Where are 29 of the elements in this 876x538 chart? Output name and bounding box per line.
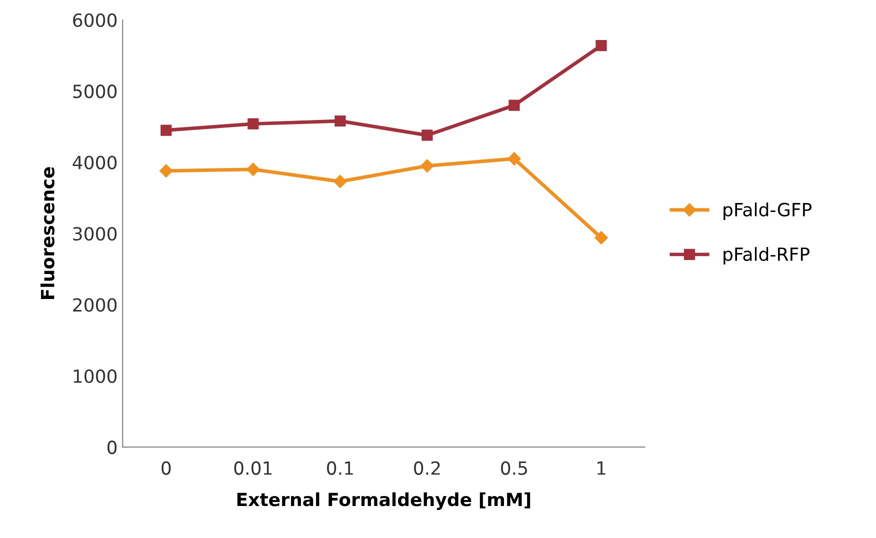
x-axis-title: External Formaldehyde [mM] [237, 492, 530, 510]
point [508, 100, 520, 111]
x-tick-label: 1 [597, 462, 606, 475]
x-tick-label: 0.01 [234, 461, 272, 475]
x-tick-label: 0.2 [414, 461, 440, 475]
point [160, 124, 172, 136]
legend-label: pFald-RFP [724, 247, 810, 265]
y-tick-label: 0 [107, 440, 117, 454]
y-tick-label: 4000 [72, 156, 117, 170]
point [246, 162, 260, 176]
point [248, 118, 259, 130]
y-tick-label: 2000 [73, 298, 117, 312]
y-axis-title: Fluorescence [40, 167, 54, 300]
point [334, 115, 346, 127]
point [422, 130, 433, 141]
point [334, 174, 347, 188]
x-tick-label: 0.1 [327, 461, 353, 475]
x-tick-label: 0.5 [501, 461, 527, 475]
y-tick-label: 1000 [74, 369, 117, 383]
legend-label: pFald-GFP [724, 202, 812, 220]
y-tick-label: 6000 [73, 13, 117, 28]
y-tick-label: 5000 [73, 84, 117, 98]
point [160, 164, 173, 178]
point [596, 40, 607, 52]
point [420, 159, 434, 172]
y-tick-label: 3000 [73, 226, 117, 241]
point [508, 152, 521, 166]
point [594, 231, 608, 244]
x-tick-label: 0 [162, 461, 171, 475]
